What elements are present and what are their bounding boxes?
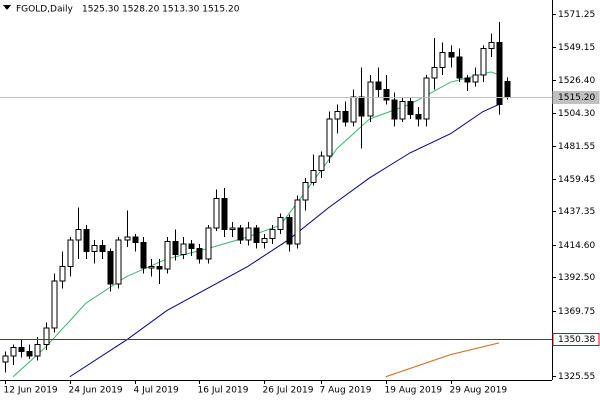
candle-body — [269, 228, 276, 239]
candle-body — [172, 240, 179, 256]
candle-body — [488, 41, 495, 49]
y-tick-label: 1571.25 — [558, 10, 595, 20]
candle-body — [83, 228, 90, 253]
candle-body — [375, 81, 382, 91]
candle-body — [326, 118, 333, 157]
candle-body — [2, 355, 9, 363]
candle-body — [367, 81, 374, 117]
candle-body — [26, 351, 33, 357]
candle-body — [180, 243, 187, 256]
candle-body — [342, 111, 349, 123]
menu-icon[interactable] — [3, 5, 11, 10]
x-tick-label: 29 Aug 2019 — [450, 386, 508, 396]
chart-title: FGOLD,Daily — [16, 5, 73, 15]
y-tick-label: 1437.35 — [558, 207, 595, 217]
candle-body — [415, 114, 422, 120]
price-label-box — [552, 91, 600, 104]
indicator-line — [385, 342, 500, 378]
candle-body — [310, 170, 317, 183]
candle-body — [67, 239, 74, 267]
x-tick-label: 24 Jun 2019 — [69, 386, 123, 396]
x-tick-label: 4 Jul 2019 — [134, 386, 179, 396]
y-tick-label: 1526.40 — [558, 76, 595, 86]
candle-body — [148, 265, 155, 269]
candle-body — [391, 99, 398, 120]
candle-body — [107, 251, 114, 285]
candle-body — [464, 77, 471, 83]
candle-body — [480, 47, 487, 76]
candle-body — [132, 236, 139, 244]
y-tick-label: 1325.55 — [558, 372, 595, 382]
candle-body — [423, 77, 430, 120]
y-tick-label: 1549.15 — [558, 43, 595, 53]
candle-body — [399, 100, 406, 120]
candle-body — [115, 239, 122, 285]
candle-body — [213, 198, 220, 229]
candle-body — [34, 343, 41, 357]
candle-body — [302, 181, 309, 201]
candle-body — [504, 81, 511, 98]
candle-body — [221, 198, 228, 230]
candle-body — [448, 52, 455, 58]
candle-body — [75, 228, 82, 241]
candle-body — [286, 217, 293, 245]
candle-body — [18, 346, 25, 353]
candle-body — [51, 280, 58, 329]
candle-body — [253, 227, 260, 244]
candle-body — [196, 248, 203, 260]
candle-body — [358, 96, 365, 117]
candle-body — [334, 111, 341, 120]
candle-body — [407, 100, 414, 116]
candle-body — [188, 243, 195, 250]
candle-body — [205, 227, 212, 260]
y-tick-label: 1369.75 — [558, 307, 595, 317]
price-label: 1350.38 — [558, 335, 595, 345]
x-tick-label: 7 Aug 2019 — [320, 386, 372, 396]
candle-body — [245, 227, 252, 241]
price-label: 1515.20 — [558, 93, 595, 103]
y-tick-label: 1392.50 — [558, 273, 595, 283]
candle-body — [472, 74, 479, 83]
price-label-box — [552, 333, 600, 346]
candle-body — [10, 346, 17, 357]
candle-body — [59, 265, 66, 282]
candle-body — [456, 56, 463, 79]
indicator-line — [69, 103, 500, 378]
y-tick-label: 1504.30 — [558, 109, 595, 119]
x-tick-label: 16 Jul 2019 — [198, 386, 249, 396]
candle-body — [431, 66, 438, 79]
candle-body — [237, 227, 244, 241]
y-tick-label: 1414.60 — [558, 241, 595, 251]
candle-body — [140, 242, 147, 269]
candle-body — [261, 237, 268, 244]
candle-body — [91, 245, 98, 253]
candle-body — [124, 236, 131, 241]
candle-body — [229, 227, 236, 230]
candle-body — [164, 240, 171, 270]
chart-subtitle: 1525.30 1528.20 1513.30 1515.20 — [82, 5, 240, 15]
candle-body — [277, 217, 284, 230]
candle-body — [99, 245, 106, 253]
candle-body — [350, 96, 357, 123]
candle-body — [294, 199, 301, 245]
y-tick-label: 1459.45 — [558, 175, 595, 185]
x-tick-label: 26 Jul 2019 — [263, 386, 314, 396]
candle-body — [156, 265, 163, 270]
candle-body — [43, 327, 50, 345]
x-tick-label: 12 Jun 2019 — [4, 386, 58, 396]
candle-body — [496, 41, 503, 105]
candle-body — [439, 52, 446, 68]
x-tick-label: 19 Aug 2019 — [385, 386, 443, 396]
y-tick-label: 1481.55 — [558, 142, 595, 152]
candle-body — [318, 155, 325, 172]
candle-body — [383, 89, 390, 101]
